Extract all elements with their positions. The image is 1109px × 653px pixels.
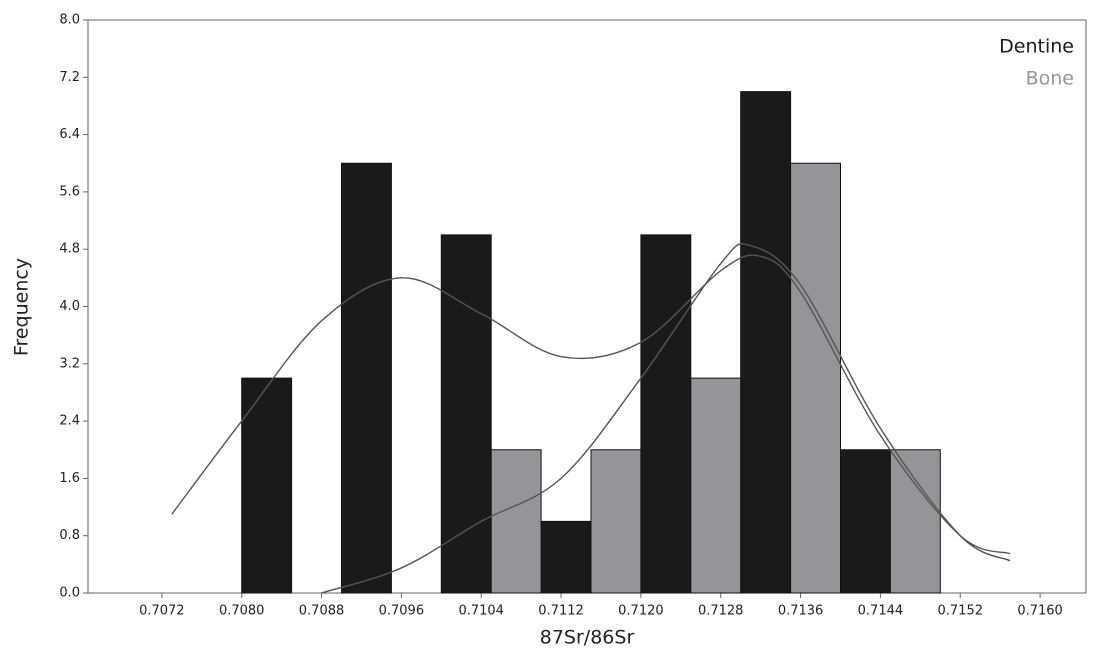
bar — [839, 449, 891, 594]
x-tick-label: 0.7072 — [139, 604, 185, 619]
density-curve — [171, 254, 1011, 555]
legend-entry: Bone — [1026, 68, 1074, 90]
bar — [640, 234, 692, 594]
x-tick-label: 0.7112 — [538, 604, 584, 619]
bar — [889, 449, 941, 594]
x-axis-title: 87Sr/86Sr — [540, 627, 635, 649]
x-tick-label: 0.7104 — [458, 604, 504, 619]
y-tick-label: 8.0 — [59, 13, 80, 28]
bar — [241, 377, 293, 594]
bar — [440, 234, 492, 594]
y-tick-label: 7.2 — [59, 70, 80, 85]
bar — [740, 91, 792, 594]
x-tick-label: 0.7152 — [938, 604, 984, 619]
y-tick-label: 2.4 — [59, 414, 80, 429]
bar — [790, 162, 841, 594]
y-tick-label: 4.0 — [59, 299, 80, 314]
bar — [340, 162, 392, 594]
legend-entry: Dentine — [999, 36, 1074, 58]
x-tick-label: 0.7088 — [299, 604, 345, 619]
x-tick-label: 0.7136 — [778, 604, 824, 619]
x-tick-label: 0.7080 — [219, 604, 265, 619]
density-curve — [321, 243, 1011, 594]
y-axis-title: Frequency — [11, 258, 33, 356]
y-tick-label: 4.8 — [59, 242, 80, 257]
x-tick-label: 0.7128 — [698, 604, 744, 619]
x-tick-label: 0.7120 — [618, 604, 664, 619]
y-tick-label: 0.0 — [59, 586, 80, 601]
y-tick-label: 6.4 — [59, 127, 80, 142]
bar — [590, 449, 642, 594]
y-tick-label: 5.6 — [59, 184, 80, 199]
x-tick-label: 0.7096 — [379, 604, 425, 619]
y-tick-label: 1.6 — [59, 471, 80, 486]
x-tick-label: 0.7160 — [1017, 604, 1063, 619]
bar — [690, 377, 742, 594]
bar — [540, 520, 592, 594]
bar — [490, 449, 542, 594]
y-tick-label: 3.2 — [59, 356, 80, 371]
x-tick-label: 0.7144 — [858, 604, 904, 619]
y-tick-label: 0.8 — [59, 528, 80, 543]
